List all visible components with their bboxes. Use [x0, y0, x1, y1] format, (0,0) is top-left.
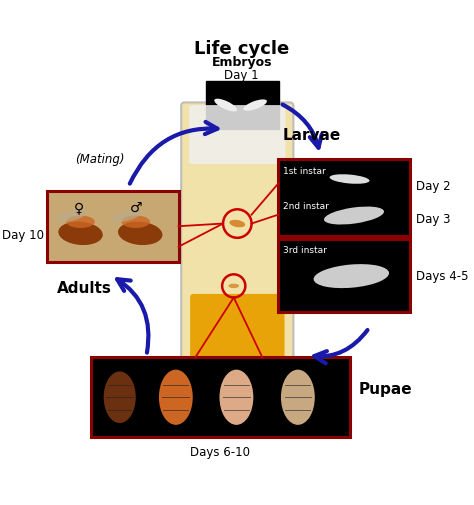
Ellipse shape: [111, 209, 142, 222]
Ellipse shape: [121, 216, 150, 228]
Ellipse shape: [56, 209, 87, 222]
FancyBboxPatch shape: [181, 103, 293, 394]
FancyBboxPatch shape: [206, 81, 279, 129]
FancyBboxPatch shape: [190, 294, 284, 388]
Ellipse shape: [314, 264, 389, 288]
Text: Days 4-5: Days 4-5: [416, 270, 469, 283]
FancyBboxPatch shape: [189, 105, 285, 164]
Text: Day 2: Day 2: [416, 180, 451, 192]
Text: 1st instar: 1st instar: [283, 167, 326, 176]
Text: Days 6-10: Days 6-10: [191, 446, 250, 459]
Ellipse shape: [229, 220, 245, 227]
Text: Day 1: Day 1: [225, 70, 259, 82]
Ellipse shape: [214, 98, 237, 112]
Ellipse shape: [243, 99, 267, 111]
Text: 2nd instar: 2nd instar: [283, 202, 328, 211]
Text: ♂: ♂: [129, 201, 142, 215]
Ellipse shape: [228, 284, 239, 288]
Text: 3rd instar: 3rd instar: [283, 246, 327, 255]
Ellipse shape: [66, 216, 95, 228]
Text: Larvae: Larvae: [283, 128, 341, 143]
Text: Life cycle: Life cycle: [194, 40, 290, 58]
Ellipse shape: [281, 370, 315, 425]
FancyBboxPatch shape: [278, 160, 410, 236]
Text: Pupae: Pupae: [358, 382, 412, 397]
Text: Day 3: Day 3: [416, 214, 451, 226]
Ellipse shape: [104, 371, 136, 423]
Text: Day 10: Day 10: [2, 229, 44, 241]
FancyBboxPatch shape: [278, 239, 410, 312]
Ellipse shape: [324, 207, 384, 225]
Text: Embryos: Embryos: [211, 56, 272, 69]
FancyBboxPatch shape: [46, 190, 179, 262]
Ellipse shape: [118, 222, 163, 245]
Text: ♀: ♀: [73, 201, 84, 215]
Ellipse shape: [159, 370, 193, 425]
Ellipse shape: [58, 222, 103, 245]
FancyBboxPatch shape: [91, 357, 349, 437]
Text: Adults: Adults: [57, 281, 112, 296]
Ellipse shape: [219, 370, 253, 425]
Text: (Mating): (Mating): [75, 153, 125, 166]
Ellipse shape: [329, 174, 370, 184]
